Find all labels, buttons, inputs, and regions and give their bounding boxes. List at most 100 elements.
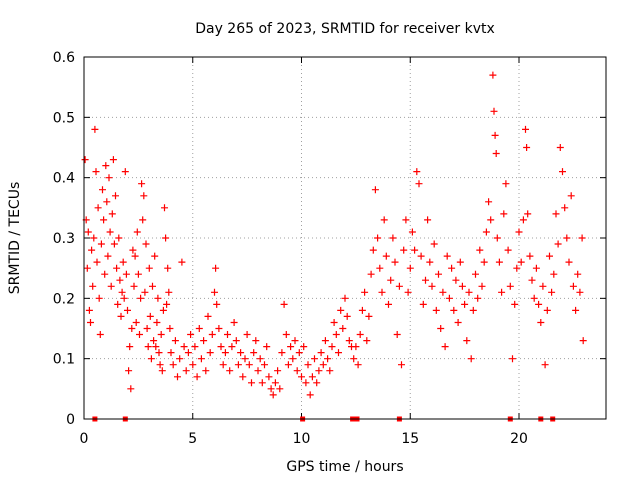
data-point xyxy=(550,270,558,278)
data-point xyxy=(161,204,168,212)
data-point xyxy=(280,300,288,308)
y-tick-label: 0.4 xyxy=(53,171,75,187)
data-point xyxy=(84,228,92,236)
data-point xyxy=(408,228,416,236)
data-point xyxy=(482,228,490,236)
data-point xyxy=(252,337,260,345)
data-point xyxy=(324,355,332,363)
data-point xyxy=(492,150,500,157)
data-point xyxy=(306,391,314,399)
data-point xyxy=(523,144,531,151)
data-point xyxy=(110,240,118,248)
data-point xyxy=(400,246,408,254)
data-point xyxy=(213,300,221,308)
y-tick-label: 0.5 xyxy=(53,110,75,126)
data-point xyxy=(143,325,151,332)
data-point xyxy=(85,306,93,314)
data-point xyxy=(91,125,99,133)
data-point xyxy=(153,319,161,326)
data-point xyxy=(487,216,495,224)
data-point xyxy=(147,355,155,363)
data-point xyxy=(565,258,573,266)
data-point xyxy=(261,361,268,369)
data-point xyxy=(382,252,390,260)
data-point xyxy=(178,258,186,266)
data-point xyxy=(302,379,310,387)
data-point xyxy=(504,246,512,254)
data-point xyxy=(517,258,525,266)
data-point xyxy=(500,210,508,218)
data-point xyxy=(526,252,534,260)
data-point xyxy=(125,367,133,375)
data-point xyxy=(326,367,334,375)
data-point xyxy=(445,294,453,302)
data-point xyxy=(563,234,571,242)
data-point xyxy=(258,379,266,387)
data-point xyxy=(519,216,527,224)
data-point xyxy=(522,125,529,133)
data-point xyxy=(107,282,115,290)
data-point xyxy=(417,252,425,260)
data-point xyxy=(345,337,353,345)
y-tick-label: 0.3 xyxy=(53,231,75,247)
data-point xyxy=(398,361,405,369)
data-point xyxy=(176,355,184,363)
data-point xyxy=(450,306,458,314)
data-point xyxy=(295,349,303,357)
data-point xyxy=(130,282,138,290)
data-point xyxy=(151,252,159,260)
data-point xyxy=(404,288,412,296)
data-point xyxy=(432,306,440,314)
data-point xyxy=(156,361,164,369)
data-point xyxy=(413,168,421,176)
data-point xyxy=(467,355,475,363)
data-point xyxy=(154,294,162,302)
data-point xyxy=(539,282,547,290)
data-point xyxy=(419,300,427,308)
data-point xyxy=(319,361,327,369)
data-point xyxy=(443,252,451,260)
data-point xyxy=(335,349,342,357)
data-point xyxy=(343,312,351,320)
data-point xyxy=(171,337,179,345)
data-point xyxy=(469,306,477,314)
data-point xyxy=(411,246,419,254)
data-point xyxy=(150,337,158,345)
data-point xyxy=(474,294,482,302)
data-point xyxy=(472,270,479,278)
data-point xyxy=(350,355,358,363)
data-point xyxy=(352,343,360,351)
data-point xyxy=(498,288,506,296)
chart-title: Day 265 of 2023, SRMTID for receiver kvt… xyxy=(195,21,495,37)
data-point xyxy=(237,349,245,357)
data-point xyxy=(224,331,231,338)
x-tick-label: 5 xyxy=(188,431,197,447)
data-point xyxy=(478,282,486,290)
data-point xyxy=(159,306,167,314)
data-point xyxy=(136,331,143,338)
data-point xyxy=(131,252,139,260)
data-point xyxy=(166,325,174,332)
data-point xyxy=(134,270,142,278)
data-point xyxy=(265,373,273,381)
data-point xyxy=(567,192,575,200)
data-point xyxy=(81,156,89,164)
data-point xyxy=(572,306,580,314)
data-point xyxy=(180,343,188,351)
data-point xyxy=(480,258,488,266)
data-point xyxy=(144,343,152,351)
y-tick-label: 0.1 xyxy=(53,352,75,368)
data-point xyxy=(424,216,432,224)
y-tick-label: 0.2 xyxy=(53,291,75,307)
data-point xyxy=(89,282,97,290)
data-point xyxy=(511,300,519,308)
data-point xyxy=(138,180,146,188)
data-point xyxy=(546,252,553,260)
data-point xyxy=(287,343,295,351)
data-point xyxy=(509,355,516,363)
data-point xyxy=(576,288,584,296)
data-point xyxy=(380,216,388,224)
data-point xyxy=(90,234,98,242)
data-point xyxy=(139,216,147,224)
